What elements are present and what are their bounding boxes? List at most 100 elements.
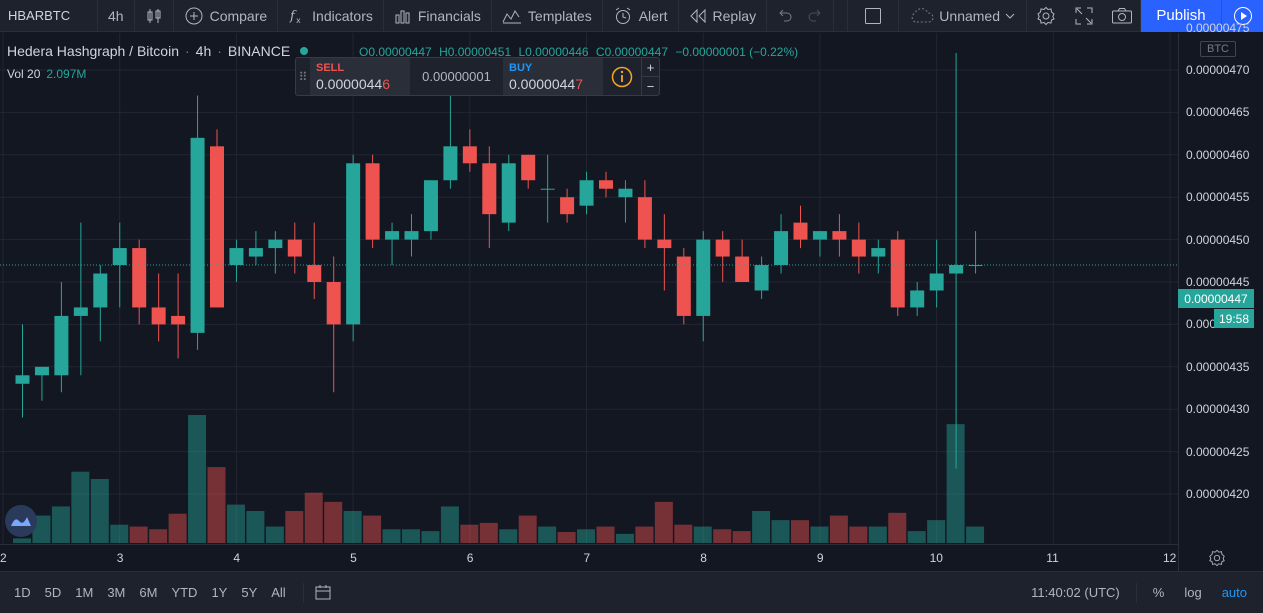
templates-icon	[502, 9, 521, 23]
info-button[interactable]	[603, 58, 641, 95]
camera-icon	[1111, 7, 1132, 23]
volume-bar	[538, 526, 557, 543]
volume-bar	[51, 506, 70, 543]
time-tick-label: 8	[700, 551, 707, 565]
volume-bar	[771, 520, 790, 543]
sell-button[interactable]: SELL 0.00000446	[310, 58, 410, 95]
replay-button[interactable]: Replay	[679, 0, 768, 32]
symbol-label: HBARBTC	[8, 8, 71, 23]
symbol-search[interactable]: HBARBTC	[0, 0, 98, 32]
compare-button[interactable]: Compare	[174, 0, 279, 32]
volume-bar	[90, 479, 109, 543]
currency-tag[interactable]: BTC	[1200, 41, 1236, 57]
candle-body	[696, 239, 711, 316]
fullscreen-button[interactable]	[1065, 0, 1103, 32]
volume-bar	[888, 512, 907, 543]
publish-button[interactable]: Publish	[1141, 0, 1221, 32]
chart-legend[interactable]: Hedera Hashgraph / Bitcoin · 4h · BINANC…	[7, 43, 309, 59]
volume-bar	[13, 538, 31, 543]
price-tick-label: 0.00000475	[1186, 20, 1250, 35]
candle-body	[132, 248, 147, 308]
decrease-button[interactable]: −	[642, 76, 659, 95]
volume-bars	[13, 415, 985, 543]
undo-icon[interactable]	[777, 9, 793, 23]
candle-body	[346, 163, 361, 325]
chart-type-button[interactable]	[135, 0, 174, 32]
time-tick-label: 7	[583, 551, 591, 565]
fx-icon: f x	[289, 9, 301, 25]
range-button-5d[interactable]: 5D	[44, 585, 62, 600]
range-button-6m[interactable]: 6M	[139, 585, 158, 600]
tradingview-logo[interactable]	[5, 505, 37, 537]
price-chart[interactable]	[0, 33, 1263, 571]
buy-button[interactable]: BUY 0.00000447	[503, 58, 603, 95]
range-button-1m[interactable]: 1M	[75, 585, 94, 600]
buy-label: BUY	[509, 62, 533, 74]
candle-body	[851, 239, 866, 257]
volume-bar	[577, 529, 596, 543]
price-tick-label: 0.00000450	[1186, 232, 1250, 247]
candle-body	[657, 239, 672, 249]
auto-toggle[interactable]: auto	[1221, 585, 1247, 600]
snapshot-button[interactable]	[1103, 0, 1141, 32]
range-button-5y[interactable]: 5Y	[241, 585, 258, 600]
volume-bar	[868, 526, 887, 543]
chevron-down-icon	[1005, 13, 1015, 19]
price-tick-label: 0.00000430	[1186, 402, 1250, 417]
volume-bar	[635, 526, 654, 543]
timezone-clock[interactable]: 11:40:02 (UTC)	[1015, 582, 1137, 603]
drag-handle-icon[interactable]: ⠿	[298, 69, 308, 84]
buy-price-main: 0.0000044	[509, 76, 576, 92]
range-button-3m[interactable]: 3M	[107, 585, 126, 600]
svg-text:x: x	[296, 16, 301, 25]
sell-price-main: 0.0000044	[316, 76, 383, 92]
sell-price: 0.00000446	[316, 76, 404, 92]
time-tick-label: 12	[1163, 551, 1177, 565]
volume-bar	[557, 532, 576, 543]
templates-button[interactable]: Templates	[492, 0, 603, 32]
range-button-1y[interactable]: 1Y	[211, 585, 228, 600]
interval-selector[interactable]: 4h	[98, 0, 135, 32]
percent-toggle[interactable]: %	[1152, 585, 1165, 600]
redo-icon[interactable]	[807, 9, 823, 23]
candle-body	[73, 307, 88, 316]
time-tick-label: 5	[350, 551, 357, 565]
log-toggle[interactable]: log	[1184, 585, 1202, 600]
volume-bar	[713, 529, 732, 543]
compare-label: Compare	[209, 7, 268, 24]
range-button-ytd[interactable]: YTD	[171, 585, 198, 600]
candle-body	[482, 163, 497, 215]
volume-bar	[168, 513, 187, 543]
play-button[interactable]	[1221, 0, 1263, 32]
range-button-all[interactable]: All	[271, 585, 286, 600]
candle-body	[248, 248, 263, 257]
legend-sep: ·	[185, 43, 190, 59]
alert-button[interactable]: Alert	[603, 0, 679, 32]
volume-bar	[421, 531, 440, 543]
candle-body	[735, 256, 750, 282]
save-layout-button[interactable]: Unnamed	[899, 0, 1027, 32]
buy-sell-panel: ⠿ SELL 0.00000446 0.00000001 BUY 0.00000…	[295, 57, 660, 96]
volume-bar	[440, 506, 459, 543]
increase-button[interactable]: +	[646, 59, 655, 75]
layout-name: Unnamed	[939, 7, 1000, 24]
volume-legend[interactable]: Vol 20 2.097M	[7, 67, 86, 81]
candle-body	[754, 265, 769, 291]
volume-bar	[32, 515, 51, 543]
play-icon	[1233, 6, 1252, 25]
candle-body	[929, 273, 944, 291]
financials-button[interactable]: Financials	[384, 0, 492, 32]
select-layout-button[interactable]	[847, 0, 900, 32]
goto-date-icon[interactable]	[314, 584, 332, 602]
volume-bar	[149, 529, 168, 543]
candle-body	[812, 231, 827, 240]
interval-label: 4h	[108, 7, 124, 24]
range-button-1d[interactable]: 1D	[14, 585, 31, 600]
chart-settings-icon[interactable]	[1208, 549, 1226, 567]
legend-open: O0.00000447	[359, 45, 432, 59]
indicators-button[interactable]: f x Indicators	[278, 0, 384, 32]
candle-body	[54, 315, 69, 376]
candle-body	[307, 265, 322, 282]
settings-button[interactable]	[1027, 0, 1065, 32]
time-tick-label: 2	[0, 551, 7, 565]
